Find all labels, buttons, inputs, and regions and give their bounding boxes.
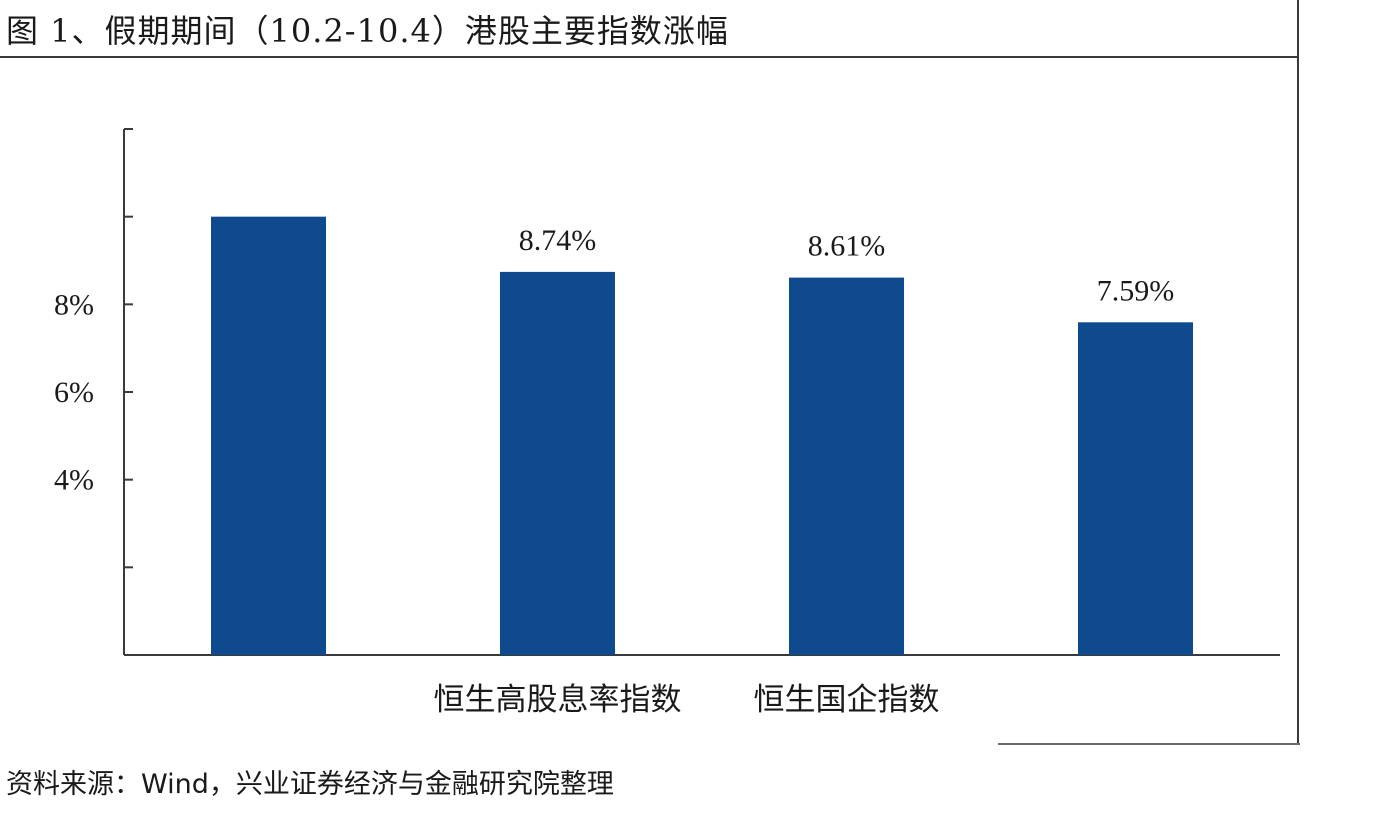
bar [500, 271, 615, 655]
bars [211, 216, 1193, 655]
bar-data-label: 7.59% [1097, 274, 1175, 307]
category-labels: 恒生高股息率指数 恒生国企指数 [434, 682, 940, 718]
y-tick-label: 8% [54, 288, 94, 321]
y-tick-labels: 4% 6% 8% [54, 288, 94, 496]
y-tick-label: 4% [54, 464, 94, 497]
frame-right-rule [1297, 0, 1299, 745]
data-labels: 8.74% 8.61% 7.59% [519, 224, 1175, 307]
source-wind: Wind [141, 769, 209, 800]
y-tick-label: 6% [54, 376, 94, 409]
source-suffix: ，兴业证券经济与金融研究院整理 [208, 769, 614, 800]
source-note: 资料来源：Wind，兴业证券经济与金融研究院整理 [6, 762, 614, 801]
frame-bottom-rule [998, 743, 1300, 745]
chart-header: 图 1、假期期间（10.2-10.4）港股主要指数涨幅 [0, 0, 1298, 58]
bar-data-label: 8.61% [808, 230, 886, 263]
bar [211, 216, 326, 655]
x-category-label: 恒生国企指数 [754, 682, 940, 718]
bar [789, 277, 904, 655]
bar-data-label: 8.74% [519, 224, 597, 257]
x-category-label: 恒生高股息率指数 [434, 682, 682, 718]
bar [1078, 322, 1193, 655]
chart-title: 图 1、假期期间（10.2-10.4）港股主要指数涨幅 [6, 12, 729, 50]
source-prefix: 资料来源： [6, 769, 141, 800]
